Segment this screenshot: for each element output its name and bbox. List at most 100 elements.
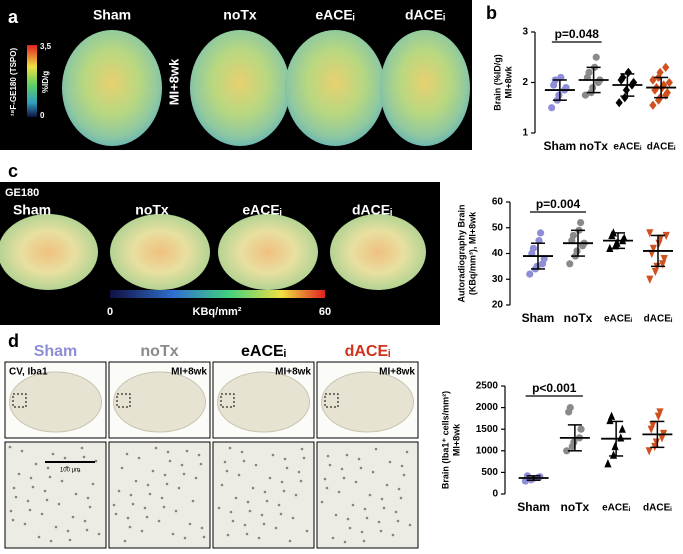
brain-images (62, 30, 470, 146)
data-point (662, 231, 670, 241)
cell (199, 462, 203, 466)
cell (340, 467, 344, 471)
cell (197, 453, 201, 457)
cell (31, 485, 35, 489)
data-point (611, 441, 619, 451)
cell (165, 482, 169, 486)
colorbar (110, 290, 325, 298)
cell (257, 536, 261, 540)
cell (382, 506, 386, 510)
cell (48, 475, 52, 479)
brain-image (190, 30, 290, 146)
y-tick-label: 50 (492, 222, 504, 233)
x-tick-label: Sham (522, 311, 555, 325)
data-point (563, 447, 571, 455)
cell (182, 472, 186, 476)
data-point (613, 238, 621, 247)
cell (231, 519, 235, 523)
brain-slice (330, 214, 426, 290)
cell (379, 529, 383, 533)
group-label: eACEᵢ (241, 343, 286, 360)
data-point (585, 68, 593, 76)
cell (271, 453, 275, 457)
data-point (577, 219, 585, 227)
cell (145, 515, 149, 519)
y-tick-label: 500 (481, 467, 498, 478)
cell (140, 529, 144, 533)
cell (83, 519, 87, 523)
cell (71, 515, 75, 519)
cell (362, 539, 366, 543)
group-label: dACEᵢ (405, 7, 445, 23)
cell (29, 476, 33, 480)
data-point (536, 473, 544, 481)
cell (112, 503, 116, 507)
panel-label: c (8, 161, 18, 181)
region-box (116, 393, 131, 408)
cell (174, 509, 178, 513)
tissue-section (217, 371, 310, 433)
cell (117, 489, 121, 493)
y-axis-label: Autoradiography Brain (456, 204, 466, 302)
tracer-label: ¹⁸F-GE180 (TSPO) (9, 48, 18, 117)
brain-slice (0, 214, 98, 290)
cell (126, 516, 130, 520)
cell (34, 462, 38, 466)
cell (328, 463, 332, 467)
cell (274, 526, 278, 530)
cell (60, 479, 64, 483)
cell (368, 493, 372, 497)
cell (51, 452, 55, 456)
cell (74, 492, 78, 496)
data-point (652, 438, 660, 447)
y-tick-label: 1000 (476, 445, 499, 456)
data-point (526, 270, 534, 278)
cell (14, 495, 18, 499)
y-tick-label: 3 (522, 27, 528, 38)
data-point (646, 275, 654, 284)
cell (191, 499, 195, 503)
data-point (533, 262, 541, 270)
cell (385, 483, 389, 487)
cell (268, 476, 272, 480)
cell (80, 446, 84, 450)
cell (305, 529, 309, 533)
cell (260, 513, 264, 517)
cell (229, 510, 233, 514)
data-point (606, 243, 614, 252)
cell (125, 452, 129, 456)
cell (237, 473, 241, 477)
group-label: noTx (135, 202, 169, 218)
cell (166, 450, 170, 454)
cell (405, 450, 409, 454)
zoom-image (316, 441, 419, 549)
cell (183, 536, 187, 540)
group-label: Sham (93, 7, 131, 23)
cell (279, 512, 283, 516)
x-tick-label: dACEᵢ (644, 314, 673, 325)
data-point (621, 93, 629, 103)
cell (357, 457, 361, 461)
cell (63, 456, 67, 460)
timepoint-label: MI+8wk (379, 367, 415, 378)
group-label: noTx (140, 343, 178, 360)
cell (294, 493, 298, 497)
histology-images (4, 361, 419, 549)
colorbar-unit: %ID/g (41, 71, 50, 93)
cell (408, 523, 412, 527)
brain-image (380, 30, 470, 146)
data-point (592, 53, 600, 61)
data-point (535, 237, 543, 245)
y-axis-label: Brain (%ID/g) (492, 54, 502, 111)
cell (363, 507, 367, 511)
cell (346, 517, 350, 521)
cell (88, 505, 92, 509)
x-tick-label: dACEᵢ (643, 503, 672, 514)
panel-label: b (486, 3, 497, 23)
y-tick-label: 60 (492, 197, 504, 208)
x-tick-label: dACEᵢ (647, 142, 676, 153)
data-point (656, 408, 664, 417)
x-tick-label: noTx (564, 311, 593, 325)
cell (85, 528, 89, 532)
